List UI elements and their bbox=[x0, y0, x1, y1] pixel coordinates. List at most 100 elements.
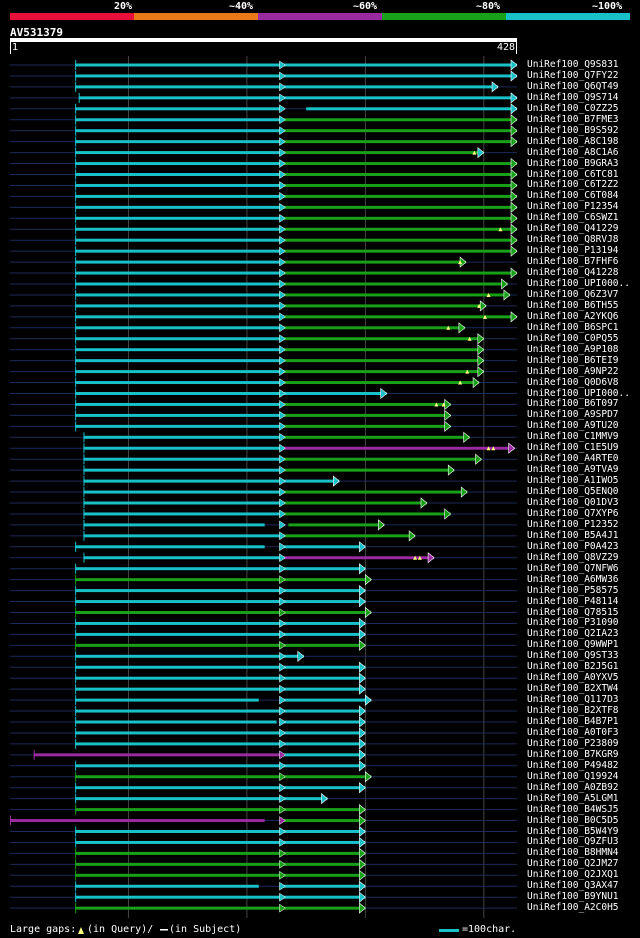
hit-label[interactable]: UniRef100_Q9ZFU3 bbox=[527, 836, 619, 848]
hit-label[interactable]: UniRef100_A8C198 bbox=[527, 135, 619, 147]
hit-segment bbox=[75, 567, 283, 571]
hit-end-arrow bbox=[477, 146, 485, 159]
hit-label[interactable]: UniRef100_C6SWZ1 bbox=[527, 212, 619, 224]
hit-label[interactable]: UniRef100_C1E5U9 bbox=[527, 442, 619, 454]
hit-label[interactable]: UniRef100_Q0D6V8 bbox=[527, 376, 619, 388]
hit-label[interactable]: UniRef100_Q2JM27 bbox=[527, 858, 619, 870]
hit-label[interactable]: UniRef100_P48114 bbox=[527, 595, 619, 607]
hit-label[interactable]: UniRef100_P12354 bbox=[527, 201, 619, 213]
hit-label[interactable]: UniRef100_P12352 bbox=[527, 518, 619, 530]
hit-label[interactable]: UniRef100_Q9S831 bbox=[527, 59, 619, 70]
hit-end-arrow bbox=[475, 453, 482, 465]
hit-label[interactable]: UniRef100_A8C1A6 bbox=[527, 146, 619, 158]
hit-label[interactable]: UniRef100_Q78515 bbox=[527, 606, 619, 618]
hit-label[interactable]: UniRef100_A5LGM1 bbox=[527, 792, 619, 804]
hit-label[interactable]: UniRef100_A9P108 bbox=[527, 343, 619, 355]
hit-label[interactable]: UniRef100_Q8VZ29 bbox=[527, 551, 619, 563]
hit-label[interactable]: UniRef100_C6T2Z2 bbox=[527, 179, 619, 191]
hit-segment bbox=[282, 676, 366, 680]
hit-join-arrow bbox=[279, 618, 286, 628]
hit-label[interactable]: UniRef100_B9GRA3 bbox=[527, 157, 619, 169]
hit-label[interactable]: UniRef100_B2J5G1 bbox=[527, 661, 619, 673]
hit-label[interactable]: UniRef100_B7KGR9 bbox=[527, 748, 619, 760]
hit-label[interactable]: UniRef100_B5A4J1 bbox=[527, 529, 619, 541]
hit-label[interactable]: UniRef100_A0YXV5 bbox=[527, 672, 619, 684]
hit-label[interactable]: UniRef100_A6MW36 bbox=[527, 573, 619, 585]
hit-label[interactable]: UniRef100_A9TVA9 bbox=[527, 464, 619, 476]
hit-segment bbox=[75, 162, 283, 166]
hit-label[interactable]: UniRef100_Q117D3 bbox=[527, 694, 619, 706]
hit-segment bbox=[282, 140, 517, 144]
hit-label[interactable]: UniRef100_A9TU20 bbox=[527, 420, 619, 432]
hit-label[interactable]: UniRef100_Q19924 bbox=[527, 770, 619, 782]
hit-label[interactable]: UniRef100_P13194 bbox=[527, 245, 619, 257]
hit-label[interactable]: UniRef100_Q41229 bbox=[527, 223, 619, 235]
hit-label[interactable]: UniRef100_B8HMN4 bbox=[527, 847, 619, 859]
hit-label[interactable]: UniRef100_B6SPC1 bbox=[527, 321, 619, 333]
hit-label[interactable]: UniRef100_Q3AX47 bbox=[527, 880, 619, 892]
hit-segment bbox=[282, 797, 328, 801]
hit-label[interactable]: UniRef100_B2XTF8 bbox=[527, 705, 619, 717]
hit-label[interactable]: UniRef100_Q9S714 bbox=[527, 91, 619, 103]
hit-label[interactable]: UniRef100_B5W4Y9 bbox=[527, 825, 619, 837]
hit-end-arrow bbox=[359, 803, 366, 816]
hit-label[interactable]: UniRef100_C1MMV9 bbox=[527, 431, 619, 443]
hit-label[interactable]: UniRef100_A4RTE0 bbox=[527, 453, 619, 465]
hit-label[interactable]: UniRef100_C6TC81 bbox=[527, 168, 619, 180]
hit-segment bbox=[83, 446, 283, 450]
hit-label[interactable]: UniRef100_A0ZB92 bbox=[527, 781, 619, 793]
hit-label[interactable]: UniRef100_B7FME3 bbox=[527, 113, 619, 125]
hit-label[interactable]: UniRef100_A2YKQ6 bbox=[527, 310, 619, 322]
hit-label[interactable]: UniRef100_Q7FY22 bbox=[527, 69, 619, 81]
hit-label[interactable]: UniRef100_B7FHF6 bbox=[527, 256, 619, 268]
hit-label[interactable]: UniRef100_B2XTW4 bbox=[527, 683, 619, 695]
legend-gap-subject: (in Subject) bbox=[169, 924, 242, 935]
hit-label[interactable]: UniRef100_C6T084 bbox=[527, 190, 619, 202]
hit-label[interactable]: UniRef100_B4WSJ5 bbox=[527, 803, 619, 815]
hit-label[interactable]: UniRef100_C0PQ55 bbox=[527, 332, 619, 344]
hit-label[interactable]: UniRef100_B6T097 bbox=[527, 398, 619, 410]
hit-label[interactable]: UniRef100_Q9WWP1 bbox=[527, 639, 619, 651]
hit-label[interactable]: UniRef100_P49482 bbox=[527, 759, 619, 771]
hit-segment bbox=[282, 446, 515, 450]
hit-label[interactable]: UniRef100_Q7XYP6 bbox=[527, 507, 619, 519]
hit-label[interactable]: UniRef100_Q7NFW6 bbox=[527, 562, 619, 574]
hit-join-arrow bbox=[279, 827, 286, 836]
hit-label[interactable]: UniRef100_Q5ENQ0 bbox=[527, 486, 619, 498]
hit-label[interactable]: UniRef100_Q9ST33 bbox=[527, 650, 619, 662]
hit-label[interactable]: UniRef100_P31090 bbox=[527, 617, 619, 629]
hit-end-arrow bbox=[510, 70, 518, 82]
hit-label[interactable]: UniRef100_B9S592 bbox=[527, 124, 619, 136]
hit-segment bbox=[282, 370, 484, 374]
hit-label[interactable]: UniRef100_P0A423 bbox=[527, 540, 619, 552]
hit-segment bbox=[75, 271, 283, 275]
hit-label[interactable]: UniRef100_A0T0F3 bbox=[527, 726, 619, 738]
hit-label[interactable]: UniRef100_B0C5D5 bbox=[527, 814, 619, 826]
hit-label[interactable]: UniRef100_UPI000.. bbox=[527, 387, 630, 399]
hit-label[interactable]: UniRef100_Q2JXQ1 bbox=[527, 869, 619, 881]
hit-join-arrow bbox=[279, 837, 286, 847]
hit-label[interactable]: UniRef100_B9YNU1 bbox=[527, 891, 619, 903]
hit-segment bbox=[75, 205, 283, 209]
hit-label[interactable]: UniRef100_Q6QT49 bbox=[527, 80, 619, 92]
hit-label[interactable]: UniRef100_A9SPD7 bbox=[527, 409, 619, 421]
hit-label[interactable]: UniRef100_Q6Z3V7 bbox=[527, 288, 619, 300]
hit-label[interactable]: UniRef100_C0ZZ25 bbox=[527, 102, 619, 114]
hit-label[interactable]: UniRef100_UPI000.. bbox=[527, 278, 630, 289]
legend-length-scale: =100char. bbox=[462, 924, 517, 935]
hit-label[interactable]: UniRef100_B4B7P1 bbox=[527, 716, 619, 727]
hit-label[interactable]: UniRef100_Q8RVJ8 bbox=[527, 234, 619, 246]
hit-label[interactable]: UniRef100_A9NP22 bbox=[527, 365, 619, 377]
hit-label[interactable]: UniRef100_Q41228 bbox=[527, 267, 619, 279]
hit-segment bbox=[282, 534, 416, 538]
hit-label[interactable]: UniRef100_B6TH55 bbox=[527, 299, 619, 311]
hit-segment bbox=[75, 402, 283, 406]
hit-label[interactable]: UniRef100_P23809 bbox=[527, 737, 619, 749]
hit-segment bbox=[282, 895, 366, 899]
hit-label[interactable]: UniRef100_Q2IA23 bbox=[527, 628, 619, 640]
hit-label[interactable]: UniRef100_B6TEI9 bbox=[527, 354, 619, 366]
hit-label[interactable]: UniRef100_A2C0H5 bbox=[527, 902, 619, 914]
hit-label[interactable]: UniRef100_P58575 bbox=[527, 584, 619, 596]
hit-label[interactable]: UniRef100_Q01DV3 bbox=[527, 497, 619, 508]
hit-label[interactable]: UniRef100_A1IWO5 bbox=[527, 475, 619, 487]
